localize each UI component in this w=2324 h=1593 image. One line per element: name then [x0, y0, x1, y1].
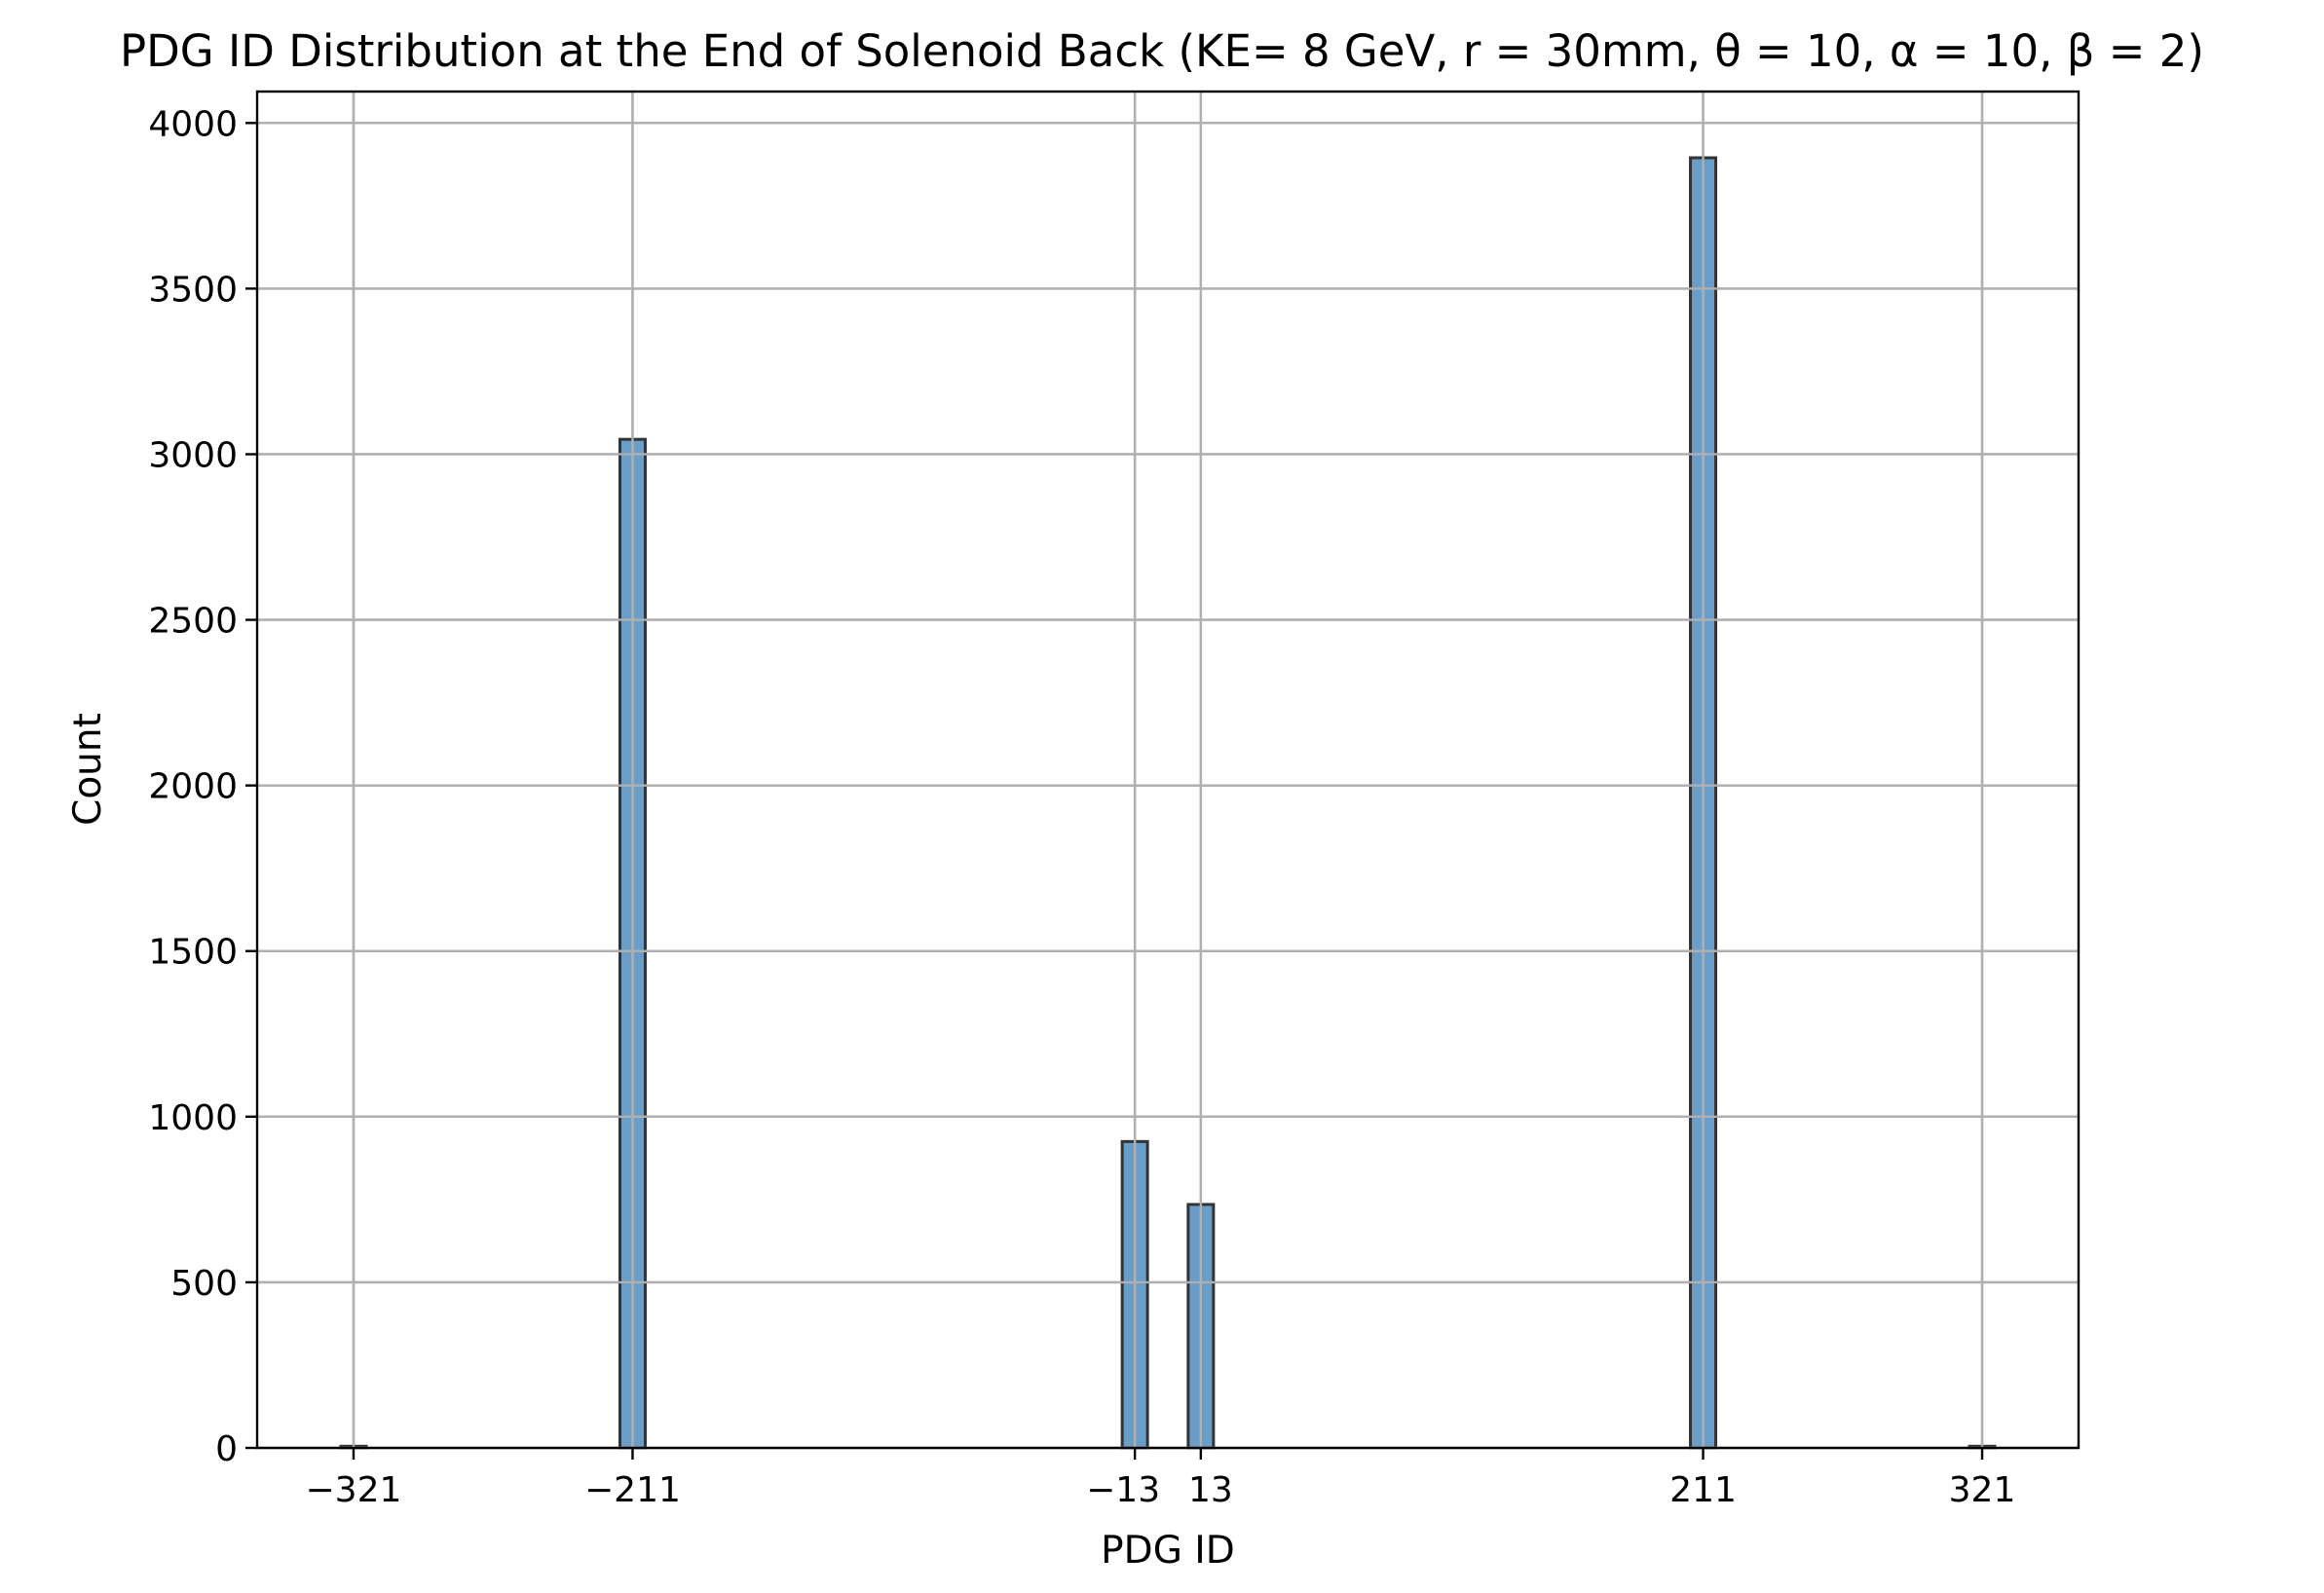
x-tick-label: 211	[1669, 1470, 1737, 1510]
x-tick-label: −13	[1086, 1470, 1160, 1510]
y-tick-label: 500	[170, 1264, 238, 1304]
grid	[257, 92, 2079, 1450]
x-tick-label: 321	[1949, 1470, 2016, 1510]
x-axis-ticks: −321 −211 −13 13 211 321	[306, 1448, 2016, 1510]
y-axis-label: Count	[66, 713, 110, 826]
y-tick-label: 4000	[148, 104, 238, 144]
bars	[257, 92, 2079, 1450]
y-tick-label: 3500	[148, 270, 238, 310]
x-tick-label: 13	[1188, 1470, 1233, 1510]
y-tick-label: 2000	[148, 767, 238, 807]
x-tick-label: −211	[584, 1470, 681, 1510]
y-tick-label: 1000	[148, 1098, 238, 1138]
x-axis-label: PDG ID	[1101, 1529, 1235, 1573]
y-tick-label: 3000	[148, 435, 238, 475]
plot-frame	[255, 90, 2080, 1450]
y-tick-label: 1500	[148, 933, 238, 973]
y-tick-label: 0	[215, 1429, 238, 1469]
y-axis-ticks: 0 500 1000 1500 2000 2500 3000 3500 4000	[148, 104, 257, 1469]
x-tick-label: −321	[306, 1470, 402, 1510]
y-tick-label: 2500	[148, 602, 238, 642]
chart-title: PDG ID Distribution at the End of Soleno…	[120, 25, 2204, 77]
